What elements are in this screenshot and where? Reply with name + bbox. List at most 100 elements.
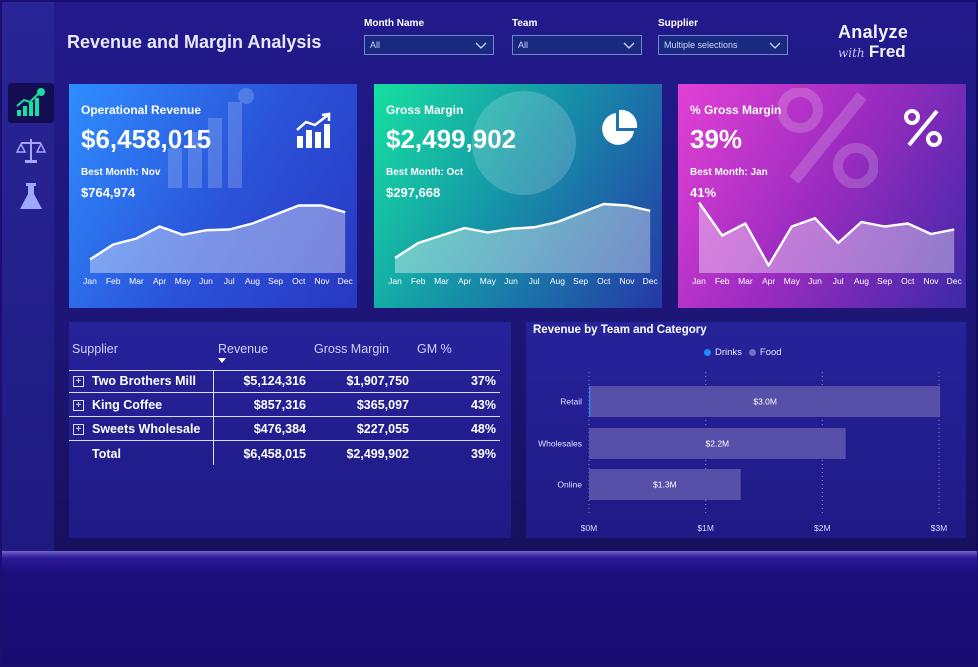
supplier-name: Sweets Wholesale: [92, 422, 201, 436]
month-tick-label: Jan: [692, 276, 706, 286]
legend-dot-food: [748, 349, 756, 356]
expand-icon[interactable]: +: [73, 376, 84, 387]
revenue-by-team-chart: Revenue by Team and Category Drinks Food…: [526, 322, 966, 538]
month-tick-label: Jun: [199, 276, 213, 286]
month-tick-label: Jun: [808, 276, 822, 286]
scale-balance-icon: [16, 139, 46, 163]
card-label: Operational Revenue: [81, 103, 202, 117]
sort-descending-icon[interactable]: [218, 358, 226, 363]
bar-drinks[interactable]: [589, 386, 591, 417]
kpi-card-gross-margin[interactable]: Gross Margin $2,499,902 Best Month: Oct …: [374, 84, 662, 308]
x-tick-label: $1M: [697, 523, 714, 533]
x-tick-label: $3M: [931, 523, 948, 533]
revenue-cell: $5,124,316: [243, 374, 306, 388]
gm-cell: 37%: [470, 374, 496, 388]
filter-supplier: Supplier Multiple selections: [658, 18, 788, 55]
card-label: % Gross Margin: [690, 103, 782, 117]
pie-chart-icon: [602, 109, 638, 145]
card-value: $6,458,015: [81, 124, 212, 154]
month-tick-label: Dec: [946, 276, 962, 286]
bar-food[interactable]: [590, 386, 941, 417]
legend-label-drinks[interactable]: Drinks: [715, 347, 742, 358]
expand-icon[interactable]: +: [73, 424, 84, 435]
bar-food[interactable]: [589, 428, 846, 459]
month-tick-label: Aug: [853, 276, 869, 286]
logo-line1: Analyze: [838, 22, 909, 42]
chart-growth-icon: [16, 88, 45, 116]
column-header-gross-margin[interactable]: Gross Margin: [314, 342, 390, 356]
report-canvas: Revenue and Margin Analysis Month Name A…: [2, 2, 977, 551]
nav-revenue-analysis[interactable]: [8, 83, 54, 123]
revenue-cell: $476,384: [253, 422, 306, 436]
month-tick-label: Sep: [268, 276, 284, 286]
x-tick-label: $0M: [581, 523, 598, 533]
month-axis: Jan Feb Mar Apr May Jun Jul Aug Sep Oct Nov Dec: [69, 276, 357, 290]
revenue-trend-sparkline: [89, 204, 346, 273]
page-title: Revenue and Margin Analysis: [67, 32, 322, 52]
sparkline-area: [90, 205, 346, 273]
divider: [69, 370, 500, 371]
margin-cell: $1,907,750: [346, 374, 409, 388]
month-tick-label: Oct: [597, 276, 611, 286]
column-header-supplier[interactable]: Supplier: [72, 342, 118, 356]
card-label: Gross Margin: [386, 103, 464, 117]
month-tick-label: Nov: [619, 276, 635, 286]
month-tick-label: Mar: [434, 276, 449, 286]
team-select[interactable]: All: [512, 35, 642, 55]
sparkline-line: [394, 202, 651, 260]
table-row[interactable]: + Two Brothers Mill $5,124,316 $1,907,75…: [69, 374, 499, 396]
chevron-down-icon: [623, 42, 635, 49]
supplier-table: Supplier Revenue Gross Margin GM % + Two…: [69, 322, 511, 538]
month-tick-label: Nov: [923, 276, 939, 286]
bar-data-label: $3.0M: [753, 397, 777, 407]
divider: [69, 392, 500, 393]
selected-value: All: [518, 40, 529, 50]
card-best-value: $297,668: [386, 185, 441, 200]
nav-balance[interactable]: [8, 130, 54, 170]
card-best-value: 41%: [690, 185, 717, 200]
bar-food[interactable]: [589, 469, 741, 500]
divider: [69, 440, 500, 441]
month-tick-label: Apr: [152, 276, 167, 286]
table-row[interactable]: + King Coffee $857,316 $365,097 43%: [69, 398, 499, 420]
supplier-select[interactable]: Multiple selections: [658, 35, 788, 55]
divider: [213, 370, 214, 465]
month-tick-label: Dec: [642, 276, 658, 286]
month-axis: Jan Feb Mar Apr May Jun Jul Aug Sep Oct Nov Dec: [678, 276, 966, 290]
total-gm: 39%: [470, 447, 496, 461]
expand-icon[interactable]: +: [73, 400, 84, 411]
pie-chart-watermark-icon: [472, 91, 576, 195]
divider: [69, 416, 500, 417]
month-select[interactable]: All: [364, 35, 494, 55]
nav-lab[interactable]: [8, 177, 54, 217]
kpi-card-gm-percent[interactable]: % Gross Margin 39% Best Month: Jan 41% J…: [678, 84, 966, 308]
category-label: Online: [557, 480, 582, 490]
month-tick-label: Apr: [761, 276, 776, 286]
supplier-name: King Coffee: [92, 398, 163, 412]
month-tick-label: Jan: [388, 276, 402, 286]
column-header-gm-percent[interactable]: GM %: [417, 342, 452, 356]
legend-label-food[interactable]: Food: [759, 347, 782, 358]
chart-title: Revenue by Team and Category: [533, 324, 707, 336]
filter-team: Team All: [512, 18, 642, 55]
bar-chart-plot: $0M $1M $2M $3M Retail $3.0M Wholesales $2.2M On…: [538, 372, 948, 533]
revenue-cell: $857,316: [253, 398, 306, 412]
month-tick-label: Feb: [105, 276, 121, 286]
card-value: $2,499,902: [386, 124, 517, 154]
card-best-value: $764,974: [81, 185, 136, 200]
bar-chart-watermark-icon: [168, 88, 254, 188]
table-total-row: Total $6,458,015 $2,499,902 39%: [69, 447, 499, 469]
column-header-revenue[interactable]: Revenue: [218, 342, 269, 356]
bar-data-label: $2.2M: [706, 439, 730, 449]
flask-icon: [20, 183, 42, 209]
selected-value: Multiple selections: [664, 40, 738, 50]
percent-watermark-icon: [778, 88, 878, 188]
chevron-down-icon: [475, 42, 487, 49]
month-tick-label: Jul: [223, 276, 235, 286]
month-tick-label: May: [174, 276, 191, 286]
table-row[interactable]: + Sweets Wholesale $476,384 $227,055 48%: [69, 422, 499, 444]
chart-legend: Drinks Food: [704, 347, 782, 358]
month-tick-label: Jul: [528, 276, 540, 286]
kpi-card-revenue[interactable]: Operational Revenue $6,458,015 Best Mont…: [69, 84, 357, 308]
month-tick-label: Feb: [410, 276, 426, 286]
